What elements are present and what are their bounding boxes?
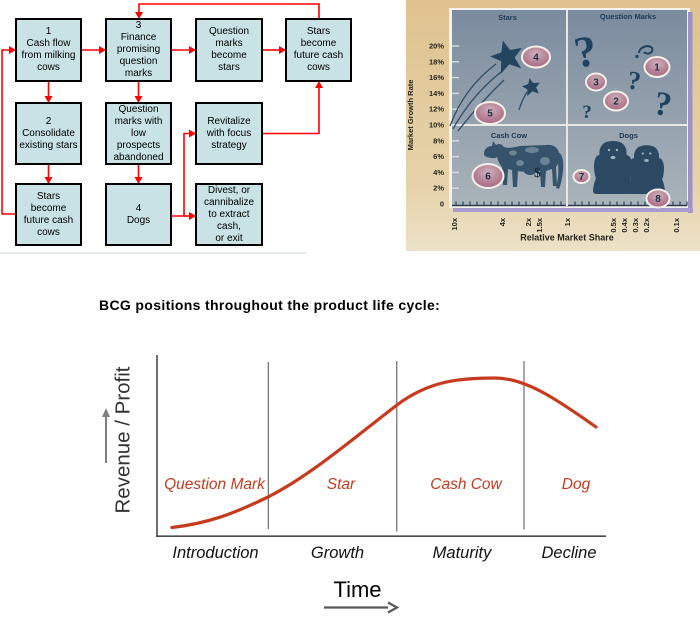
- svg-text:1x: 1x: [563, 217, 572, 226]
- svg-text:Maturity: Maturity: [433, 544, 493, 562]
- svg-text:12%: 12%: [429, 105, 444, 114]
- svg-text:10%: 10%: [429, 121, 444, 130]
- svg-text:?: ?: [582, 102, 592, 123]
- svg-text:8%: 8%: [433, 136, 444, 145]
- svg-text:$: $: [534, 166, 541, 181]
- svg-text:Revenue / Profit: Revenue / Profit: [112, 366, 135, 513]
- svg-text:Cash Cow: Cash Cow: [491, 131, 527, 140]
- svg-text:Growth: Growth: [311, 544, 364, 562]
- svg-text:6%: 6%: [433, 152, 444, 161]
- svg-text:1.5x: 1.5x: [535, 217, 544, 232]
- svg-text:20%: 20%: [429, 42, 444, 51]
- svg-text:10x: 10x: [450, 217, 459, 230]
- svg-text:0.4x: 0.4x: [620, 217, 629, 232]
- svg-text:16%: 16%: [429, 73, 444, 82]
- svg-text:0.1x: 0.1x: [672, 217, 681, 232]
- svg-text:1: 1: [654, 63, 660, 74]
- svg-text:Introduction: Introduction: [172, 544, 258, 562]
- svg-text:8: 8: [655, 194, 661, 205]
- svg-text:0.5x: 0.5x: [609, 217, 618, 232]
- svg-text:Decline: Decline: [541, 544, 596, 562]
- svg-text:6: 6: [485, 172, 491, 183]
- svg-text:4x: 4x: [498, 217, 507, 226]
- svg-text:2: 2: [613, 97, 619, 108]
- svg-text:Stars: Stars: [498, 13, 517, 22]
- svg-text:?: ?: [651, 85, 674, 124]
- svg-text:Time: Time: [333, 577, 381, 602]
- svg-text:Star: Star: [327, 476, 356, 493]
- svg-text:2x: 2x: [524, 217, 533, 226]
- svg-text:Market Growth Rate: Market Growth Rate: [406, 80, 415, 151]
- svg-text:Question Marks: Question Marks: [600, 12, 656, 21]
- svg-text:Question Mark: Question Mark: [164, 476, 266, 493]
- svg-text:4%: 4%: [433, 168, 444, 177]
- svg-text:7: 7: [579, 172, 585, 183]
- svg-text:5: 5: [487, 109, 493, 120]
- svg-text:Relative Market Share: Relative Market Share: [520, 233, 614, 243]
- svg-text:3: 3: [593, 78, 599, 89]
- svg-text:0: 0: [440, 200, 444, 209]
- svg-text:2%: 2%: [433, 184, 444, 193]
- svg-text:Dog: Dog: [562, 476, 591, 493]
- svg-text:0.2x: 0.2x: [642, 217, 651, 232]
- svg-text:18%: 18%: [429, 57, 444, 66]
- svg-text:?: ?: [626, 65, 643, 96]
- svg-text:Dogs: Dogs: [619, 131, 638, 140]
- svg-text:Cash Cow: Cash Cow: [430, 476, 503, 493]
- svg-text:14%: 14%: [429, 89, 444, 98]
- svg-text:4: 4: [533, 53, 539, 64]
- svg-text:0.3x: 0.3x: [631, 217, 640, 232]
